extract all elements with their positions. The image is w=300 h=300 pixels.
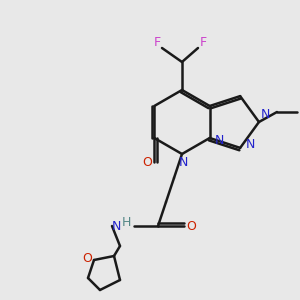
Text: F: F	[153, 37, 161, 50]
Text: O: O	[82, 251, 92, 265]
Text: N: N	[260, 107, 270, 121]
Text: N: N	[245, 138, 255, 152]
Text: O: O	[142, 157, 152, 169]
Text: N: N	[178, 157, 188, 169]
Text: N: N	[215, 134, 224, 146]
Text: F: F	[200, 37, 207, 50]
Text: H: H	[121, 217, 131, 230]
Text: N: N	[111, 220, 121, 232]
Text: O: O	[186, 220, 196, 232]
